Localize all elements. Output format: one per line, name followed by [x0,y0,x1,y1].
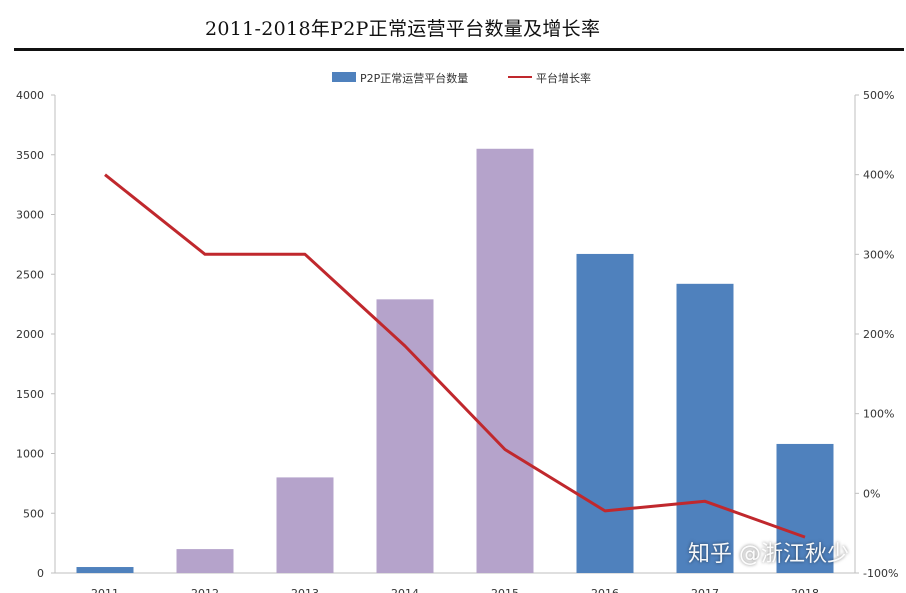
left-y-tick-label: 1500 [16,388,44,401]
left-y-tick-label: 3000 [16,209,44,222]
x-tick-label-2016: 2016 [591,587,619,593]
left-y-tick-label: 500 [23,507,44,520]
left-y-tick-label: 4000 [16,89,44,102]
right-y-tick-label: 400% [863,169,894,182]
bar-2012 [176,549,234,573]
left-y-tick-labels: 0 500 1000 1500 2000 2500 3000 3500 4000 [16,89,55,580]
right-y-tick-labels: -100% 0% 100% 200% 300% 400% 500% [855,89,898,580]
chart-title: 2011-2018年P2P正常运营平台数量及增长率 [205,18,601,40]
x-tick-labels: 2011 2012 2013 2014 2015 2016 2017 2018 [91,587,819,593]
right-y-tick-label: 100% [863,408,894,421]
title-underline [14,48,904,51]
x-tick-label-2013: 2013 [291,587,319,593]
bar-2017 [676,283,734,573]
left-y-tick-label: 2000 [16,328,44,341]
x-tick-label-2012: 2012 [191,587,219,593]
right-y-tick-label: 0% [863,487,880,500]
x-tick-label-2015: 2015 [491,587,519,593]
left-y-tick-label: 1000 [16,448,44,461]
left-y-tick-label: 3500 [16,149,44,162]
bar-2014 [376,299,434,573]
x-tick-label-2017: 2017 [691,587,719,593]
x-tick-label-2014: 2014 [391,587,419,593]
bar-2011 [76,567,134,573]
right-y-tick-label: 200% [863,328,894,341]
right-y-tick-label: -100% [863,567,898,580]
legend: P2P正常运营平台数量 平台增长率 [332,71,591,85]
right-y-tick-label: 300% [863,248,894,261]
bar-2016 [576,253,634,573]
right-y-tick-label: 500% [863,89,894,102]
x-tick-label-2018: 2018 [791,587,819,593]
bar-2015 [476,148,534,573]
legend-label-platform-count: P2P正常运营平台数量 [360,71,468,85]
bar-series [76,148,834,573]
bar-2013 [276,477,334,573]
left-y-tick-label: 0 [37,567,44,580]
legend-swatch-platform-count [332,72,356,82]
bar-2018 [776,443,834,573]
legend-label-growth-rate: 平台增长率 [536,71,591,85]
x-tick-label-2011: 2011 [91,587,119,593]
growth-rate-line [104,173,806,539]
watermark: 知乎 @浙江秋少 [688,542,849,567]
left-y-tick-label: 2500 [16,268,44,281]
